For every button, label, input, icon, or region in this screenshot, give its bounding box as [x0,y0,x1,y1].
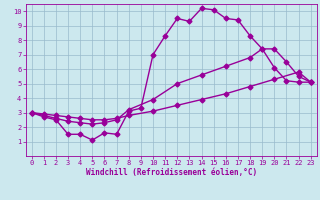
X-axis label: Windchill (Refroidissement éolien,°C): Windchill (Refroidissement éolien,°C) [86,168,257,177]
